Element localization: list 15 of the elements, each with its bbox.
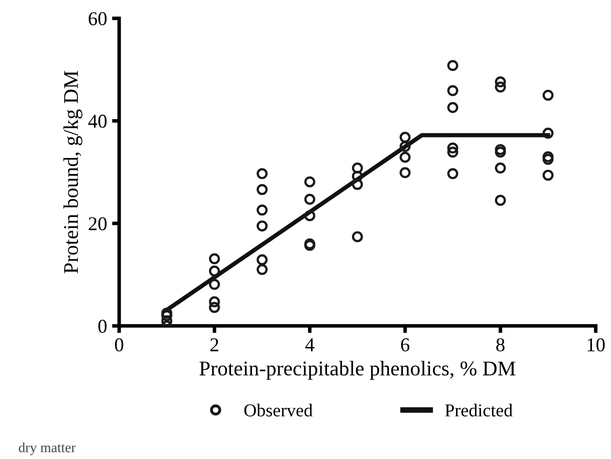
text: dry matter <box>18 442 76 456</box>
x-tick-label: 6 <box>401 338 410 352</box>
x-tick-label: 10 <box>588 338 605 352</box>
x-tick-label: 4 <box>305 338 314 352</box>
y-axis-title: Protein bound, g/kg DM <box>63 70 82 274</box>
x-axis-title: Protein-precipitable phenolics, % DM <box>200 360 516 380</box>
y-tick-label: 0 <box>98 320 107 333</box>
x-tick-label: 2 <box>210 338 218 352</box>
legend-label: Predicted <box>445 404 513 416</box>
y-tick-label: 40 <box>88 114 107 128</box>
x-tick-label: 8 <box>496 338 505 352</box>
x-tick-label: 0 <box>115 338 124 352</box>
y-tick-label: 20 <box>88 217 107 230</box>
y-tick-label: 60 <box>88 12 107 26</box>
legend-label: Observed <box>244 404 313 416</box>
